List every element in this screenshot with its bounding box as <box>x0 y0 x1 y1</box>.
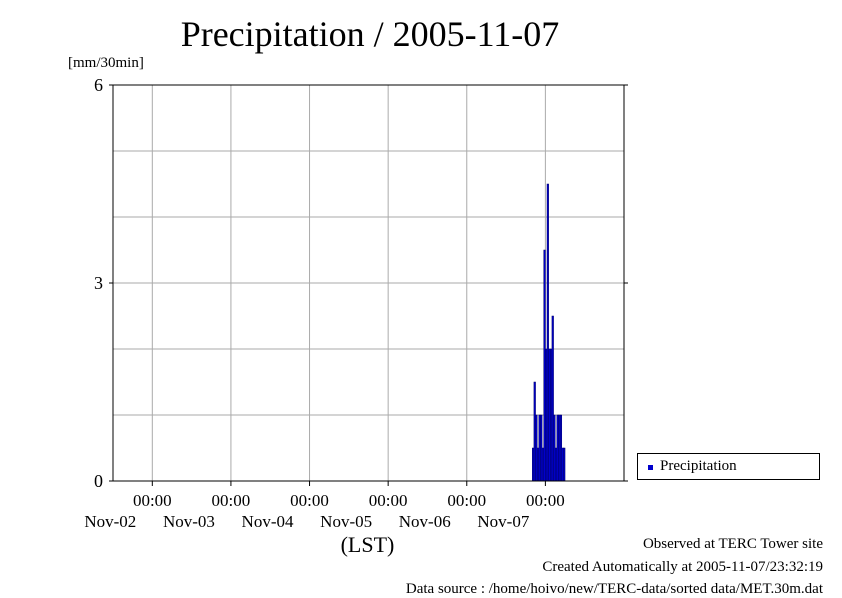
x-tick-label-time: 00:00 <box>133 491 172 510</box>
precipitation-bar <box>563 447 566 482</box>
x-tick-label-date: Nov-06 <box>399 512 451 531</box>
x-tick-label-time: 00:00 <box>290 491 329 510</box>
legend-swatch <box>648 465 653 470</box>
y-tick-label: 0 <box>94 471 103 491</box>
legend: Precipitation <box>637 453 820 480</box>
x-tick-label-time: 00:00 <box>447 491 486 510</box>
footer-created-time: Created Automatically at 2005-11-07/23:3… <box>542 559 823 575</box>
x-tick-label-time: 00:00 <box>212 491 251 510</box>
y-axis-unit-label: [mm/30min] <box>68 55 144 71</box>
x-tick-label-date: Nov-03 <box>163 512 215 531</box>
y-tick-label: 3 <box>94 273 103 293</box>
y-tick-label: 6 <box>94 75 103 95</box>
legend-label: Precipitation <box>660 458 737 474</box>
x-tick-label-date: Nov-07 <box>477 512 529 531</box>
x-tick-label-date: Nov-04 <box>242 512 294 531</box>
x-tick-label-date: Nov-05 <box>320 512 372 531</box>
footer-data-source: Data source : /home/hoivo/new/TERC-data/… <box>405 581 823 597</box>
footer-observed-site: Observed at TERC Tower site <box>642 536 823 552</box>
x-axis-label: (LST) <box>341 532 395 557</box>
x-tick-label-date: Nov-02 <box>84 512 136 531</box>
x-tick-label-time: 00:00 <box>526 491 565 510</box>
chart-title: Precipitation / 2005-11-07 <box>180 14 560 54</box>
x-tick-label-time: 00:00 <box>369 491 408 510</box>
